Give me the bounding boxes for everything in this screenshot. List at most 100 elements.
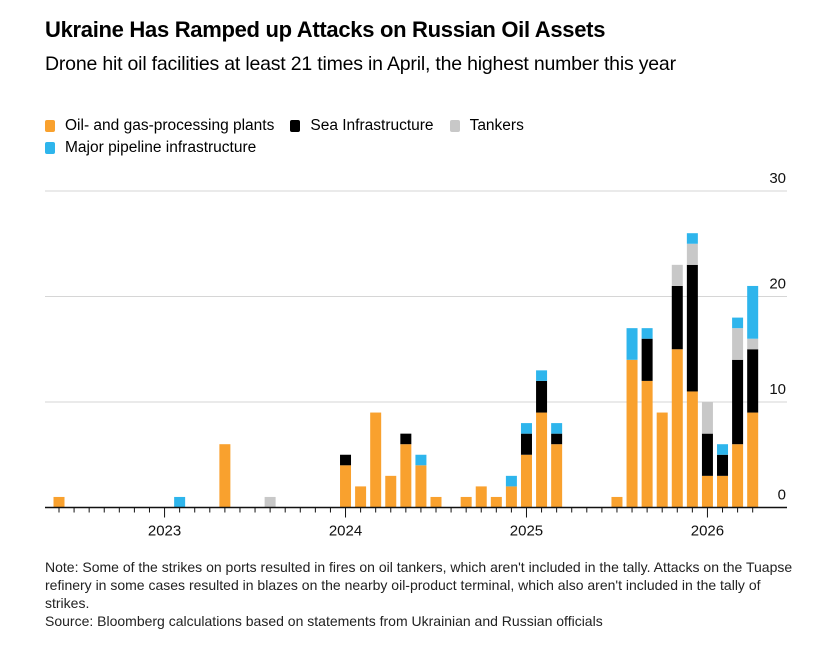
bar-segment-major-pipeline-infrastructure-2025-01 <box>520 423 532 434</box>
legend-item-pipeline: Major pipeline infrastructure <box>45 139 256 157</box>
x-axis: 2023 2024 2025 2026 <box>45 506 787 540</box>
bar-segment-oil-and-gas-processing-plants-2025-08 <box>626 359 638 508</box>
bar-stack-2024-07 <box>430 496 442 508</box>
bar-segment-oil-and-gas-processing-plants-2025-11 <box>671 349 683 508</box>
bar-segment-oil-and-gas-processing-plants-2025-10 <box>656 412 668 508</box>
bar-stack-2025-01 <box>520 423 532 508</box>
bar-segment-oil-and-gas-processing-plants-2024-12 <box>505 486 517 508</box>
bar-segment-oil-and-gas-processing-plants-2025-02 <box>536 412 548 508</box>
bar-segment-oil-and-gas-processing-plants-2024-04 <box>385 475 397 508</box>
bar-stack-2024-12 <box>505 475 517 508</box>
bar-segment-sea-infrastructure-2026-03 <box>732 359 744 445</box>
bar-segment-tankers-2026-03 <box>732 328 744 360</box>
bar-segment-sea-infrastructure-2026-01 <box>701 433 713 476</box>
bar-stack-2024-11 <box>490 496 502 508</box>
bar-segment-oil-and-gas-processing-plants-2024-05 <box>400 444 412 508</box>
bar-stack-2025-07 <box>611 496 623 508</box>
bar-segment-oil-and-gas-processing-plants-2024-06 <box>415 465 427 508</box>
bar-segment-oil-and-gas-processing-plants-2024-02 <box>355 486 367 508</box>
bar-stack-2024-06 <box>415 454 427 508</box>
bar-segment-tankers-2025-11 <box>671 264 683 286</box>
y-tick-label: 10 <box>769 381 786 398</box>
bar-stack-2025-03 <box>551 423 563 508</box>
y-tick-label: 30 <box>769 170 786 187</box>
footnote: Note: Some of the strikes on ports resul… <box>45 558 805 630</box>
bar-segment-oil-and-gas-processing-plants-2022-06 <box>53 496 65 508</box>
bar-stack-2023-02 <box>174 496 186 508</box>
bars <box>53 233 759 508</box>
bar-segment-oil-and-gas-processing-plants-2026-01 <box>701 475 713 508</box>
bar-stack-2026-04 <box>747 285 759 508</box>
bar-segment-oil-and-gas-processing-plants-2024-09 <box>460 496 472 508</box>
bar-stack-2024-04 <box>385 475 397 508</box>
bar-segment-oil-and-gas-processing-plants-2025-12 <box>686 391 698 508</box>
bar-segment-major-pipeline-infrastructure-2025-02 <box>536 370 548 381</box>
bar-segment-sea-infrastructure-2025-03 <box>551 433 563 445</box>
bar-segment-oil-and-gas-processing-plants-2024-01 <box>340 465 352 508</box>
bar-stack-2026-01 <box>701 402 713 508</box>
legend-row: Oil- and gas-processing plants Sea Infra… <box>45 115 805 137</box>
bar-stack-2024-10 <box>475 486 487 508</box>
bar-segment-oil-and-gas-processing-plants-2024-11 <box>490 496 502 508</box>
bar-stack-2025-09 <box>641 328 653 508</box>
bar-segment-oil-and-gas-processing-plants-2026-03 <box>732 444 744 508</box>
legend: Oil- and gas-processing plants Sea Infra… <box>45 115 805 159</box>
bar-stack-2024-02 <box>355 486 367 508</box>
bar-stack-2024-09 <box>460 496 472 508</box>
stacked-bar-chart: 0 10 20 30 2023 2024 2025 2026 <box>45 170 787 540</box>
bar-segment-tankers-2023-08 <box>264 496 276 508</box>
bar-segment-major-pipeline-infrastructure-2025-09 <box>641 328 653 339</box>
chart-title: Ukraine Has Ramped up Attacks on Russian… <box>45 17 606 42</box>
bar-segment-sea-infrastructure-2025-11 <box>671 285 683 350</box>
gridlines <box>45 190 787 403</box>
source-text: Source: Bloomberg calculations based on … <box>45 613 603 629</box>
bar-stack-2024-05 <box>400 433 412 508</box>
bar-segment-oil-and-gas-processing-plants-2026-04 <box>747 412 759 508</box>
bar-segment-oil-and-gas-processing-plants-2024-03 <box>370 412 382 508</box>
legend-label: Oil- and gas-processing plants <box>65 117 275 134</box>
bar-segment-major-pipeline-infrastructure-2026-03 <box>732 317 744 329</box>
bar-stack-2024-03 <box>370 412 382 508</box>
bar-segment-sea-infrastructure-2026-02 <box>717 454 729 476</box>
legend-item-oil-gas-plants: Oil- and gas-processing plants <box>45 117 274 135</box>
bar-segment-major-pipeline-infrastructure-2024-12 <box>505 475 517 487</box>
bar-stack-2023-05 <box>219 444 231 508</box>
bar-stack-2025-10 <box>656 412 668 508</box>
bar-segment-oil-and-gas-processing-plants-2023-05 <box>219 444 231 508</box>
bar-segment-sea-infrastructure-2026-04 <box>747 349 759 413</box>
chart-subtitle: Drone hit oil facilities at least 21 tim… <box>45 53 676 75</box>
bar-segment-sea-infrastructure-2024-05 <box>400 433 412 445</box>
legend-swatch-sea-infrastructure <box>290 120 301 132</box>
y-tick-label: 0 <box>778 487 786 504</box>
bar-segment-sea-infrastructure-2025-01 <box>520 433 532 455</box>
bar-segment-sea-infrastructure-2025-09 <box>641 338 653 381</box>
y-tick-label: 20 <box>769 276 786 293</box>
legend-swatch-pipeline <box>45 142 55 154</box>
bar-segment-oil-and-gas-processing-plants-2024-07 <box>430 496 442 508</box>
x-tick-label: 2026 <box>691 523 724 540</box>
legend-label: Tankers <box>469 117 524 134</box>
bar-stack-2025-12 <box>686 233 698 508</box>
legend-item-tankers: Tankers <box>449 117 524 135</box>
bar-segment-tankers-2025-12 <box>686 243 698 265</box>
bar-segment-major-pipeline-infrastructure-2025-08 <box>626 328 638 360</box>
legend-swatch-tankers <box>449 120 460 132</box>
bar-stack-2025-11 <box>671 264 683 508</box>
bar-stack-2023-08 <box>264 496 276 508</box>
bar-stack-2024-01 <box>340 454 352 508</box>
bar-segment-tankers-2026-04 <box>747 338 759 350</box>
bar-segment-oil-and-gas-processing-plants-2025-03 <box>551 444 563 508</box>
bar-segment-oil-and-gas-processing-plants-2025-01 <box>520 454 532 508</box>
bar-segment-oil-and-gas-processing-plants-2025-09 <box>641 380 653 508</box>
legend-label: Sea Infrastructure <box>310 117 434 134</box>
legend-row: Major pipeline infrastructure <box>45 137 805 159</box>
bar-segment-major-pipeline-infrastructure-2026-02 <box>717 444 729 455</box>
bar-stack-2025-08 <box>626 328 638 508</box>
bar-segment-sea-infrastructure-2025-02 <box>536 380 548 413</box>
bar-segment-major-pipeline-infrastructure-2025-03 <box>551 423 563 434</box>
x-tick-label: 2023 <box>148 523 181 540</box>
bar-stack-2026-03 <box>732 317 744 508</box>
bar-segment-major-pipeline-infrastructure-2024-06 <box>415 454 427 466</box>
bar-segment-oil-and-gas-processing-plants-2026-02 <box>717 475 729 508</box>
bar-segment-oil-and-gas-processing-plants-2025-07 <box>611 496 623 508</box>
